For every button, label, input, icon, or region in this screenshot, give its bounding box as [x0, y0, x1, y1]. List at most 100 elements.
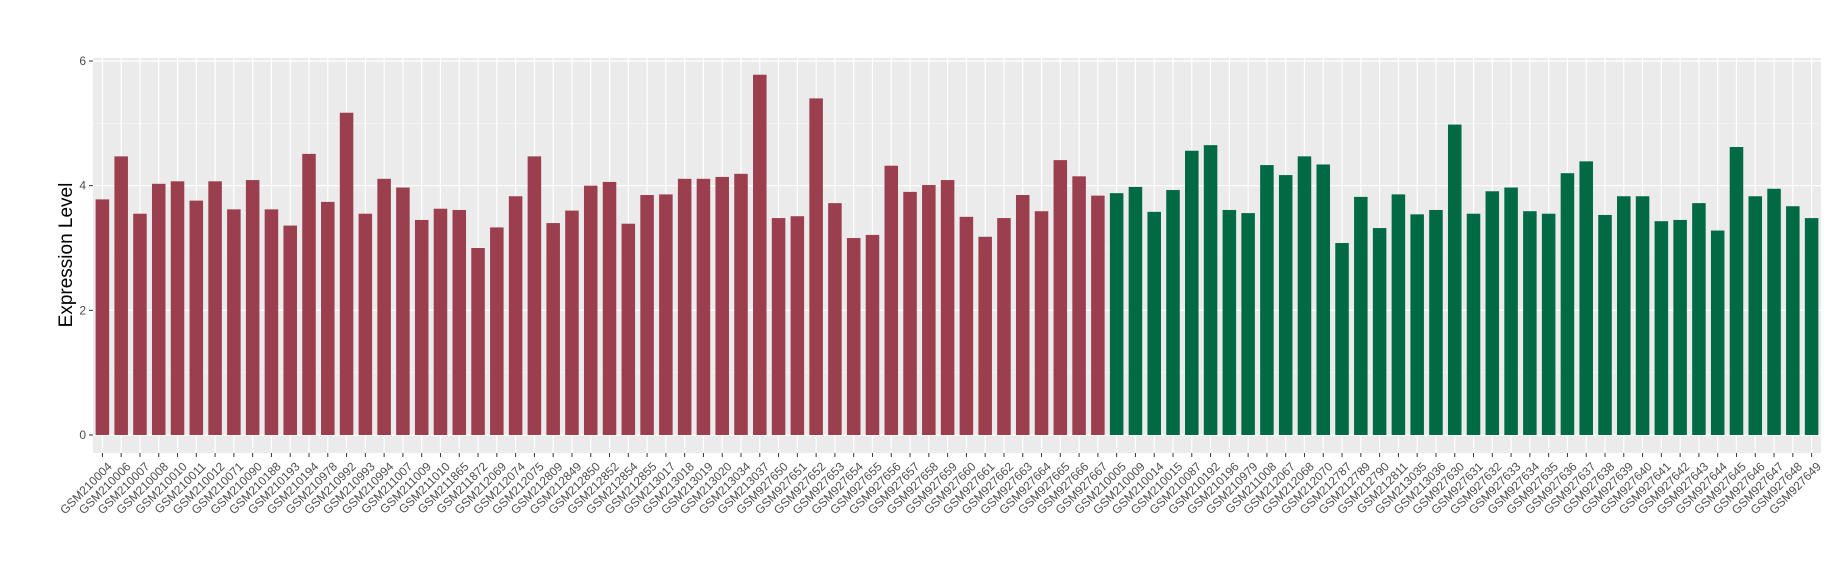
bar-GSM927651 [790, 216, 805, 435]
bar-GSM212850 [583, 185, 598, 435]
bar-GSM927665 [1053, 160, 1068, 436]
bar-GSM213020 [715, 176, 729, 435]
bar-GSM210008 [151, 183, 166, 435]
bar-GSM210006 [114, 156, 128, 435]
bars [95, 74, 1819, 436]
bar-GSM927662 [997, 218, 1011, 435]
bar-GSM210193 [283, 225, 297, 435]
bar-GSM212075 [527, 156, 542, 435]
bar-GSM927650 [771, 218, 786, 435]
bar-GSM927637 [1579, 161, 1593, 435]
bar-GSM213037 [753, 74, 767, 436]
bar-GSM213035 [1410, 214, 1424, 435]
bar-GSM210192 [1203, 145, 1218, 435]
bar-GSM927661 [978, 236, 992, 435]
bar-GSM210090 [245, 180, 260, 435]
bar-GSM210009 [1128, 186, 1143, 435]
bar-GSM210993 [358, 213, 373, 435]
bar-GSM927655 [865, 234, 880, 435]
bar-GSM212067 [1278, 175, 1293, 435]
bar-GSM210010 [170, 181, 185, 435]
bar-GSM210012 [208, 181, 222, 435]
bar-GSM927653 [828, 203, 842, 435]
bar-GSM927635 [1541, 213, 1556, 435]
bar-GSM213018 [677, 178, 692, 435]
y-tick-label: 4 [79, 179, 86, 193]
bar-GSM212809 [546, 223, 560, 435]
bar-GSM927633 [1504, 187, 1518, 435]
bar-GSM210992 [339, 112, 354, 435]
bar-GSM927656 [884, 165, 899, 435]
bar-GSM927667 [1091, 195, 1105, 435]
bar-GSM927630 [1447, 124, 1462, 435]
bar-GSM927641 [1654, 221, 1669, 435]
bar-GSM927649 [1804, 218, 1819, 435]
bar-GSM927631 [1466, 213, 1481, 435]
bar-GSM213036 [1429, 209, 1443, 435]
bar-GSM211007 [396, 187, 410, 435]
bar-GSM210087 [1185, 150, 1199, 435]
bar-GSM212074 [508, 196, 523, 435]
y-tick-label: 6 [79, 54, 86, 68]
bar-GSM212852 [602, 181, 617, 435]
bar-GSM927640 [1635, 196, 1650, 435]
y-tick-label: 2 [79, 303, 86, 317]
bar-GSM210188 [264, 209, 279, 435]
bar-GSM927638 [1598, 214, 1612, 435]
bar-GSM927643 [1692, 203, 1706, 435]
bar-GSM212068 [1297, 156, 1312, 435]
bar-GSM927634 [1523, 211, 1537, 435]
bar-GSM927657 [903, 191, 917, 435]
bar-GSM927666 [1072, 176, 1086, 436]
bar-GSM927632 [1485, 191, 1500, 435]
bar-GSM927647 [1767, 188, 1781, 435]
bar-GSM927659 [940, 180, 955, 435]
y-axis: 0 2 4 6 [79, 54, 93, 442]
bar-GSM210194 [302, 153, 316, 436]
bar-GSM927644 [1710, 230, 1725, 435]
bar-GSM210979 [1241, 213, 1255, 435]
bar-GSM212790 [1372, 228, 1387, 435]
bar-GSM213019 [696, 178, 711, 435]
bar-GSM212789 [1354, 196, 1368, 435]
bar-GSM212854 [621, 223, 636, 435]
bar-GSM212849 [565, 210, 579, 435]
bar-GSM210007 [133, 213, 147, 435]
bar-GSM210015 [1166, 190, 1180, 435]
bar-GSM927646 [1748, 196, 1763, 435]
bar-GSM212070 [1316, 164, 1331, 435]
bar-GSM211009 [414, 219, 429, 435]
bar-GSM927660 [959, 216, 974, 435]
bar-GSM213034 [734, 173, 748, 435]
bar-GSM211008 [1260, 165, 1274, 435]
bar-GSM927654 [846, 238, 861, 435]
bar-GSM927642 [1673, 219, 1687, 435]
bar-GSM212855 [640, 195, 654, 435]
bar-GSM212069 [490, 227, 504, 435]
bar-GSM210978 [321, 201, 335, 435]
bar-GSM927658 [922, 185, 936, 435]
bar-GSM213017 [659, 194, 673, 435]
bar-GSM927645 [1729, 147, 1744, 435]
bar-GSM211872 [471, 248, 485, 435]
bar-GSM211865 [452, 209, 467, 435]
bar-GSM210014 [1147, 211, 1161, 435]
bar-GSM210196 [1222, 209, 1237, 435]
y-axis-title: Expression Level [56, 183, 77, 328]
y-tick-label: 0 [79, 428, 86, 442]
bar-GSM211010 [433, 208, 448, 435]
bar-GSM927664 [1034, 211, 1049, 435]
bar-GSM927639 [1617, 196, 1631, 435]
bar-GSM210005 [1109, 193, 1124, 435]
bar-GSM210004 [95, 199, 110, 435]
x-axis: GSM210004GSM210006GSM210007GSM210008GSM2… [57, 453, 1824, 517]
bar-GSM212811 [1391, 194, 1406, 435]
bar-GSM927663 [1015, 195, 1030, 435]
bar-GSM210071 [227, 209, 241, 435]
bar-GSM927648 [1786, 206, 1800, 435]
bar-GSM210994 [377, 178, 391, 435]
bar-GSM212787 [1335, 243, 1349, 435]
bar-GSM210011 [189, 200, 204, 435]
bar-GSM927652 [809, 98, 823, 436]
